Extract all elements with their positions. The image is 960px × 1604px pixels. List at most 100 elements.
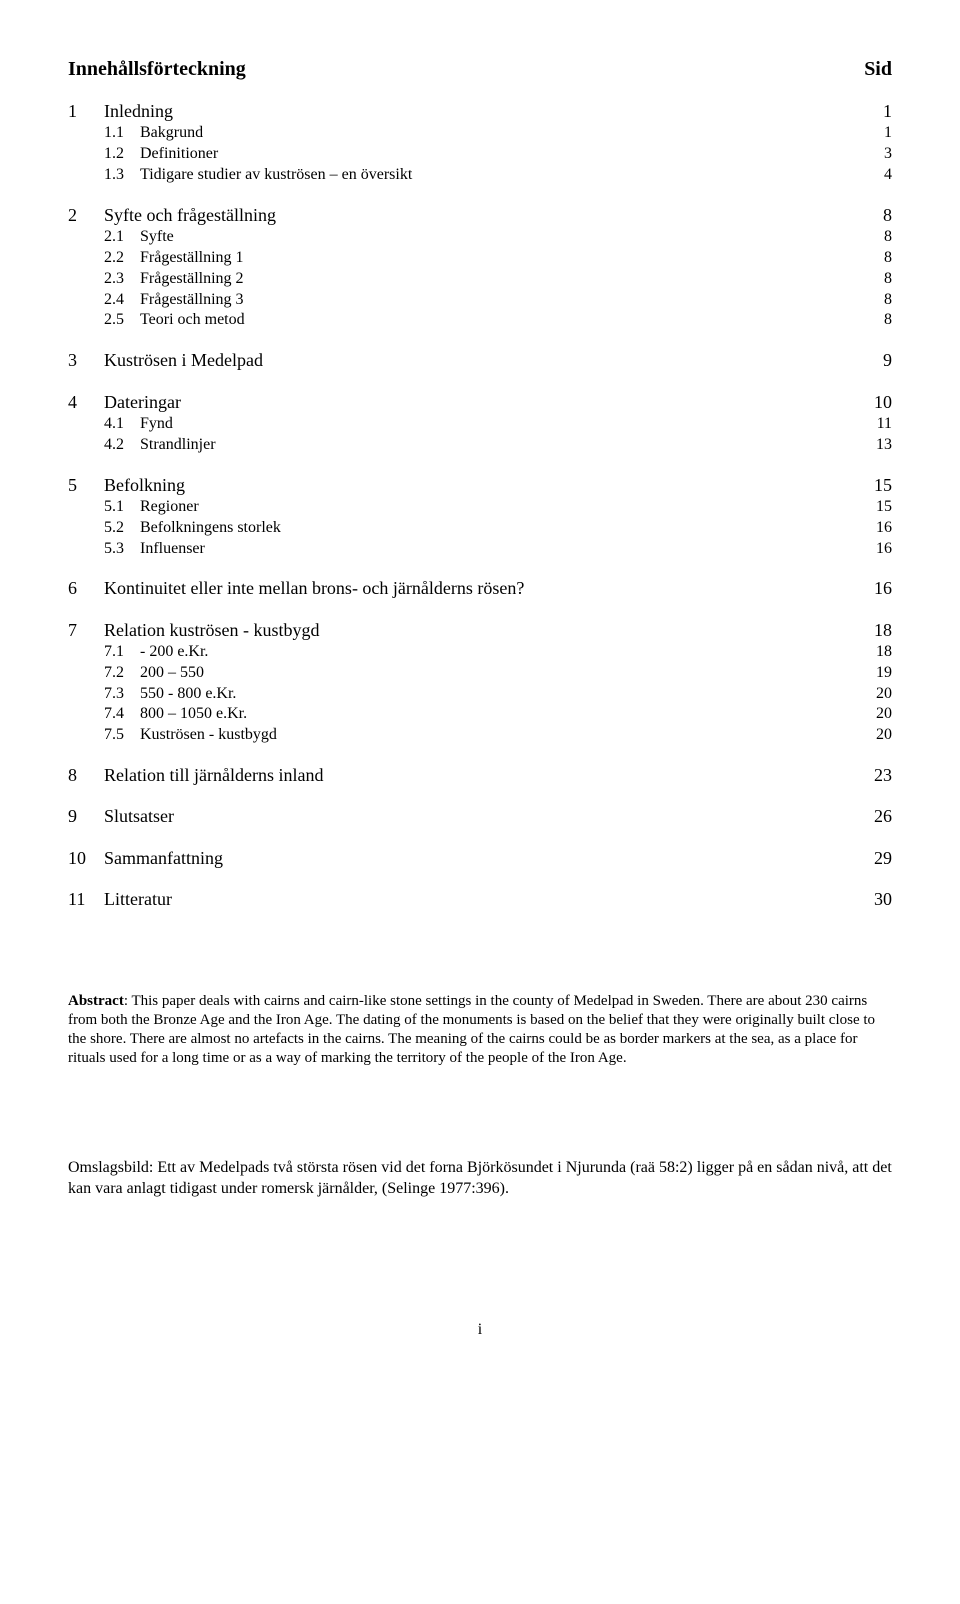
toc-entry-page: 8 xyxy=(884,227,892,248)
toc-subsection[interactable]: 7.4800 – 1050 e.Kr. 20 xyxy=(68,704,892,725)
toc-entry-page: 11 xyxy=(877,414,892,435)
toc-gap xyxy=(68,186,892,204)
toc-entry-number: 7.5 xyxy=(104,725,140,746)
toc-subsection[interactable]: 5.1Regioner15 xyxy=(68,497,892,518)
toc-entry-left: 7.1 - 200 e.Kr. xyxy=(104,642,208,663)
toc-subsection[interactable]: 1.3Tidigare studier av kuströsen – en öv… xyxy=(68,165,892,186)
toc-entry-number: 5 xyxy=(68,474,104,497)
toc-entry-title: 550 - 800 e.Kr. xyxy=(140,684,236,705)
toc-entry-page: 23 xyxy=(874,764,892,787)
toc-entry-title: Befolkning xyxy=(104,474,185,497)
toc-entry-number: 2.2 xyxy=(104,248,140,269)
toc-entry-left: 2Syfte och frågeställning xyxy=(68,204,276,227)
toc-subsection[interactable]: 4.1Fynd 11 xyxy=(68,414,892,435)
toc-subsection[interactable]: 2.1Syfte 8 xyxy=(68,227,892,248)
toc-entry-title: Kontinuitet eller inte mellan brons- och… xyxy=(104,577,524,600)
toc-entry-page: 18 xyxy=(876,642,892,663)
toc-section[interactable]: 7Relation kuströsen - kustbygd18 xyxy=(68,619,892,642)
toc-entry-left: 2.1Syfte xyxy=(104,227,174,248)
toc-section[interactable]: 6Kontinuitet eller inte mellan brons- oc… xyxy=(68,577,892,600)
toc-section[interactable]: 9Slutsatser26 xyxy=(68,805,892,828)
toc-entry-number: 7 xyxy=(68,619,104,642)
toc-entry-left: 1.3Tidigare studier av kuströsen – en öv… xyxy=(104,165,412,186)
toc-gap xyxy=(68,373,892,391)
toc-subsection[interactable]: 2.3Frågeställning 28 xyxy=(68,269,892,290)
toc-header-right: Sid xyxy=(864,56,892,82)
toc-entry-title: Definitioner xyxy=(140,144,218,165)
abstract-text: : This paper deals with cairns and cairn… xyxy=(68,993,875,1067)
toc-entry-title: Inledning xyxy=(104,100,173,123)
toc-entry-title: Strandlinjer xyxy=(140,435,216,456)
toc-subsection[interactable]: 7.2200 – 55019 xyxy=(68,663,892,684)
toc-subsection[interactable]: 5.2Befolkningens storlek16 xyxy=(68,518,892,539)
toc: 1Inledning11.1Bakgrund11.2Definitioner31… xyxy=(68,100,892,912)
toc-section[interactable]: 8Relation till järnålderns inland 23 xyxy=(68,764,892,787)
toc-entry-page: 30 xyxy=(874,888,892,911)
toc-entry-number: 6 xyxy=(68,577,104,600)
toc-entry-page: 16 xyxy=(876,518,892,539)
toc-entry-left: 4Dateringar xyxy=(68,391,181,414)
toc-entry-title: Frågeställning 2 xyxy=(140,269,244,290)
toc-section[interactable]: 5Befolkning15 xyxy=(68,474,892,497)
toc-section[interactable]: 2Syfte och frågeställning8 xyxy=(68,204,892,227)
toc-entry-page: 13 xyxy=(876,435,892,456)
toc-header: Innehållsförteckning Sid xyxy=(68,56,892,82)
toc-entry-title: Kuströsen i Medelpad xyxy=(104,349,263,372)
toc-gap xyxy=(68,870,892,888)
toc-entry-left: 8Relation till järnålderns inland xyxy=(68,764,323,787)
toc-entry-page: 3 xyxy=(884,144,892,165)
toc-entry-left: 7.3550 - 800 e.Kr. xyxy=(104,684,236,705)
toc-entry-number: 4.1 xyxy=(104,414,140,435)
toc-entry-page: 20 xyxy=(876,704,892,725)
toc-gap xyxy=(68,787,892,805)
toc-section[interactable]: 10Sammanfattning 29 xyxy=(68,847,892,870)
toc-entry-page: 18 xyxy=(874,619,892,642)
toc-entry-page: 16 xyxy=(874,577,892,600)
toc-entry-page: 8 xyxy=(884,290,892,311)
toc-entry-left: 7.4800 – 1050 e.Kr. xyxy=(104,704,247,725)
toc-subsection[interactable]: 1.2Definitioner 3 xyxy=(68,144,892,165)
toc-entry-page: 10 xyxy=(874,391,892,414)
toc-section[interactable]: 4Dateringar 10 xyxy=(68,391,892,414)
toc-entry-number: 2.1 xyxy=(104,227,140,248)
toc-subsection[interactable]: 7.5Kuströsen - kustbygd 20 xyxy=(68,725,892,746)
toc-subsection[interactable]: 2.4Frågeställning 3 8 xyxy=(68,290,892,311)
toc-entry-left: 5Befolkning xyxy=(68,474,185,497)
toc-entry-number: 2.4 xyxy=(104,290,140,311)
toc-subsection[interactable]: 2.5Teori och metod8 xyxy=(68,310,892,331)
toc-section[interactable]: 11Litteratur30 xyxy=(68,888,892,911)
toc-entry-title: Sammanfattning xyxy=(104,847,223,870)
toc-subsection[interactable]: 1.1Bakgrund1 xyxy=(68,123,892,144)
toc-entry-left: 7.5Kuströsen - kustbygd xyxy=(104,725,277,746)
toc-entry-left: 9Slutsatser xyxy=(68,805,174,828)
toc-entry-left: 2.3Frågeställning 2 xyxy=(104,269,244,290)
toc-entry-title: Fynd xyxy=(140,414,173,435)
toc-entry-left: 1Inledning xyxy=(68,100,173,123)
toc-entry-number: 1.3 xyxy=(104,165,140,186)
toc-entry-number: 7.3 xyxy=(104,684,140,705)
toc-entry-title: Bakgrund xyxy=(140,123,203,144)
toc-subsection[interactable]: 5.3Influenser16 xyxy=(68,539,892,560)
toc-section[interactable]: 1Inledning1 xyxy=(68,100,892,123)
toc-entry-number: 4.2 xyxy=(104,435,140,456)
toc-subsection[interactable]: 7.3550 - 800 e.Kr.20 xyxy=(68,684,892,705)
toc-entry-page: 20 xyxy=(876,725,892,746)
toc-entry-page: 8 xyxy=(884,310,892,331)
toc-subsection[interactable]: 2.2Frågeställning 18 xyxy=(68,248,892,269)
toc-entry-title: Frågeställning 3 xyxy=(140,290,244,311)
toc-subsection[interactable]: 7.1 - 200 e.Kr. 18 xyxy=(68,642,892,663)
toc-entry-page: 15 xyxy=(876,497,892,518)
cover-caption: Omslagsbild: Ett av Medelpads två störst… xyxy=(68,1158,892,1200)
toc-section[interactable]: 3Kuströsen i Medelpad9 xyxy=(68,349,892,372)
toc-entry-title: Slutsatser xyxy=(104,805,174,828)
toc-entry-number: 1.2 xyxy=(104,144,140,165)
toc-entry-title: 200 – 550 xyxy=(140,663,204,684)
toc-entry-page: 29 xyxy=(874,847,892,870)
toc-entry-title: Befolkningens storlek xyxy=(140,518,281,539)
toc-subsection[interactable]: 4.2Strandlinjer 13 xyxy=(68,435,892,456)
toc-entry-number: 1.1 xyxy=(104,123,140,144)
toc-entry-left: 10Sammanfattning xyxy=(68,847,223,870)
toc-entry-title: Influenser xyxy=(140,539,205,560)
toc-entry-title: Teori och metod xyxy=(140,310,245,331)
toc-entry-title: Litteratur xyxy=(104,888,172,911)
